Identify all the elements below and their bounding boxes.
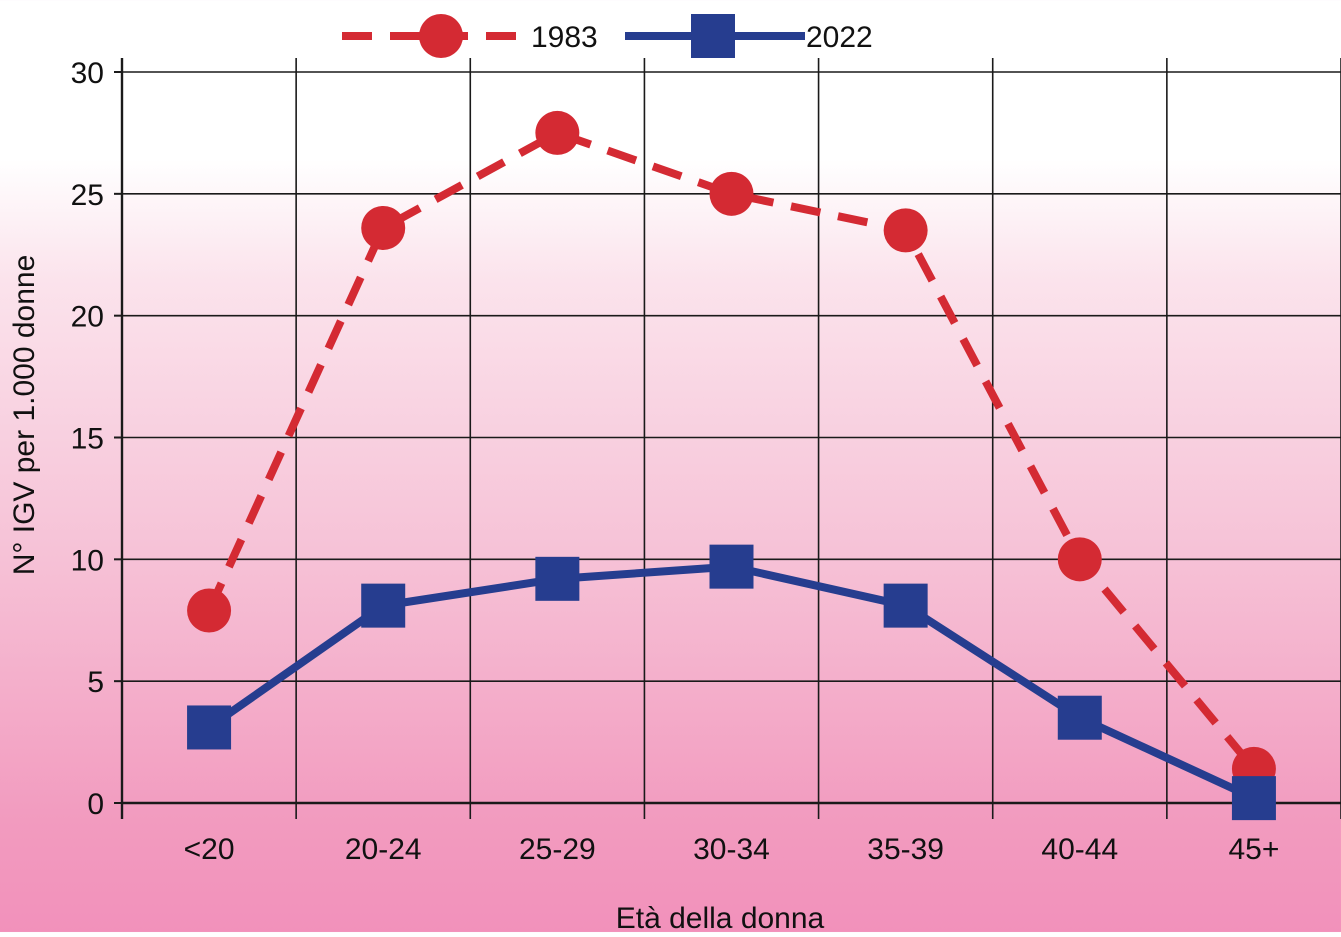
- data-point: [535, 556, 580, 601]
- data-point: [1057, 695, 1102, 740]
- legend-marker: [691, 14, 735, 58]
- y-tick-label: 25: [71, 179, 104, 212]
- series-1983: [187, 110, 1276, 791]
- x-tick-label: 45+: [1228, 833, 1279, 866]
- x-tick-label: 25-29: [519, 833, 596, 866]
- data-point: [709, 171, 754, 216]
- data-point: [1057, 537, 1102, 582]
- series-layer: [187, 110, 1276, 821]
- y-tick-label: 10: [71, 544, 104, 577]
- data-point: [361, 205, 406, 250]
- data-point: [187, 705, 232, 750]
- y-tick-label: 0: [87, 788, 104, 821]
- axes-layer: 0 5 10 15 20 25 30 <20 20-24 25-29 30-34 35-39 40-44…: [71, 57, 1341, 866]
- data-point: [187, 588, 232, 633]
- data-point: [361, 583, 406, 628]
- data-point: [1231, 776, 1276, 821]
- y-tick-label: 5: [87, 666, 104, 699]
- legend-label: 1983: [531, 21, 598, 54]
- x-tick-label: 35-39: [867, 833, 944, 866]
- x-tick-label: 20-24: [345, 833, 422, 866]
- y-axis-title: N° IGV per 1.000 donne: [8, 255, 41, 576]
- data-point: [883, 583, 928, 628]
- x-tick-label: 30-34: [693, 833, 770, 866]
- y-tick-label: 20: [71, 301, 104, 334]
- series-2022: [187, 544, 1276, 821]
- legend-item-2022: 2022: [625, 14, 873, 58]
- x-tick-label: 40-44: [1041, 833, 1118, 866]
- x-axis-title: Età della donna: [616, 902, 825, 932]
- legend-marker: [419, 14, 463, 58]
- legend: 1983 2022: [342, 14, 873, 58]
- data-point: [709, 544, 754, 589]
- legend-label: 2022: [806, 21, 873, 54]
- y-tick-label: 30: [71, 57, 104, 90]
- data-point: [883, 208, 928, 253]
- y-tick-label: 15: [71, 423, 104, 456]
- legend-item-1983: 1983: [342, 14, 598, 58]
- x-tick-label: <20: [184, 833, 235, 866]
- data-point: [535, 110, 580, 155]
